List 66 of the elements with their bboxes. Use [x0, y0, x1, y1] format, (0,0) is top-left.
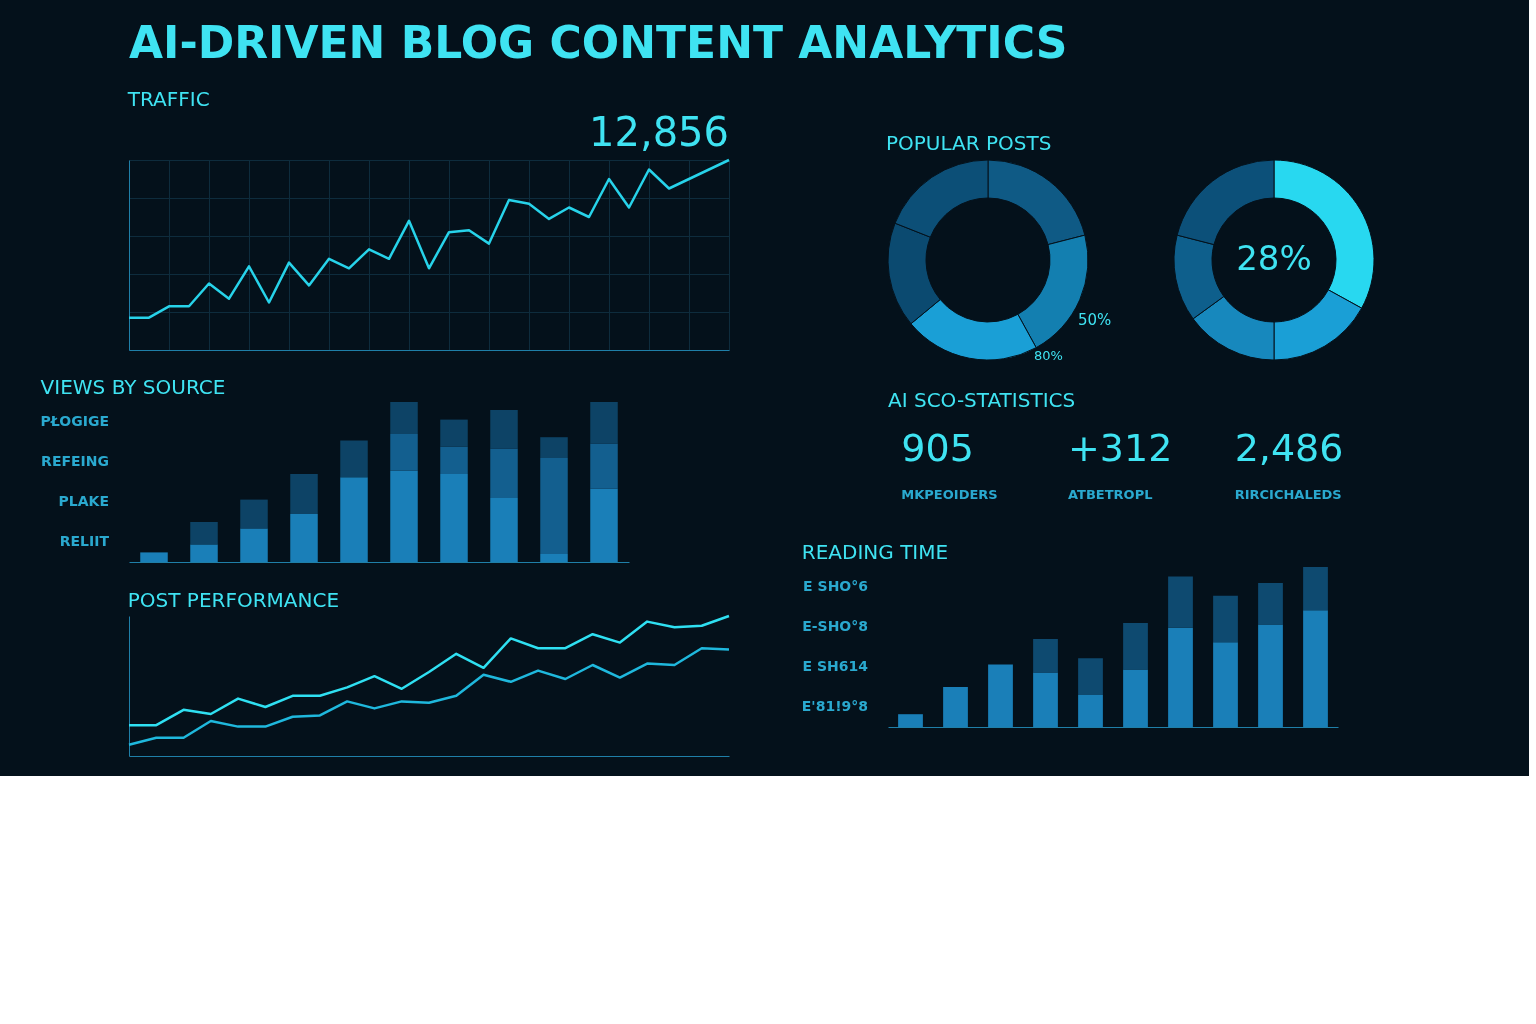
bar — [943, 687, 968, 727]
bar — [440, 474, 468, 562]
bar — [440, 446, 468, 474]
text: E-SHO°8 — [802, 618, 868, 634]
text: RELIIT — [59, 533, 110, 549]
chart-title: POPULAR POSTS — [886, 131, 1052, 155]
text: AI SCO-STATISTICS — [888, 388, 1076, 412]
bar — [540, 554, 568, 562]
text: 905 — [901, 426, 974, 470]
text: E SHO°6 — [803, 578, 868, 594]
chart-title: POST PERFORMANCE — [127, 587, 340, 612]
chart-title: VIEWS BY SOURCE — [40, 375, 226, 399]
text: 50% — [1078, 311, 1112, 329]
bar — [140, 552, 168, 562]
bar — [1213, 595, 1238, 643]
bar — [1303, 567, 1328, 611]
bar — [590, 402, 618, 444]
bar — [540, 437, 568, 458]
bar — [390, 434, 418, 471]
bar — [490, 448, 518, 498]
text: E'81!9°8 — [801, 698, 868, 714]
bar — [340, 440, 368, 478]
text: +312 — [1068, 426, 1173, 470]
text: RIRCICHALEDS — [1234, 487, 1342, 502]
text: 28% — [1236, 238, 1312, 278]
text: AI-DRIVEN BLOG CONTENT ANALYTICS — [129, 17, 1068, 68]
bar — [1123, 669, 1148, 727]
bar — [190, 522, 218, 545]
bar — [1168, 627, 1193, 727]
text: PLAKE — [58, 493, 109, 509]
bar — [540, 458, 568, 554]
bar — [590, 488, 618, 562]
chart-title: TRAFFIC — [126, 87, 210, 111]
bar — [490, 498, 518, 562]
bar — [1258, 583, 1283, 625]
bar — [190, 544, 218, 562]
text: ATBETROPL — [1068, 487, 1153, 502]
bar — [988, 664, 1013, 727]
bar — [1168, 576, 1193, 628]
bar — [1033, 672, 1058, 727]
bar — [390, 470, 418, 562]
bar — [240, 528, 268, 562]
chart-title: READING TIME — [801, 540, 949, 564]
bar — [590, 443, 618, 489]
text: 12,856 — [589, 109, 729, 155]
bar — [240, 499, 268, 529]
bar — [1033, 639, 1058, 673]
bar — [290, 514, 318, 562]
bar — [340, 477, 368, 562]
text: PŁOGIGE — [40, 413, 109, 429]
bar — [290, 474, 318, 514]
bar — [1078, 695, 1103, 727]
bar — [898, 714, 923, 727]
bar — [1258, 624, 1283, 727]
bar — [1123, 623, 1148, 670]
text: REFEING — [41, 453, 109, 469]
text: E SH614 — [802, 658, 869, 674]
bar — [1213, 642, 1238, 727]
bar — [490, 410, 518, 449]
bar — [1303, 610, 1328, 727]
bar — [440, 419, 468, 447]
text: 2,486 — [1234, 426, 1344, 470]
text: MKPEOIDERS — [901, 487, 998, 502]
text: 80% — [1034, 348, 1063, 363]
bar — [390, 402, 418, 434]
bar — [1078, 658, 1103, 695]
